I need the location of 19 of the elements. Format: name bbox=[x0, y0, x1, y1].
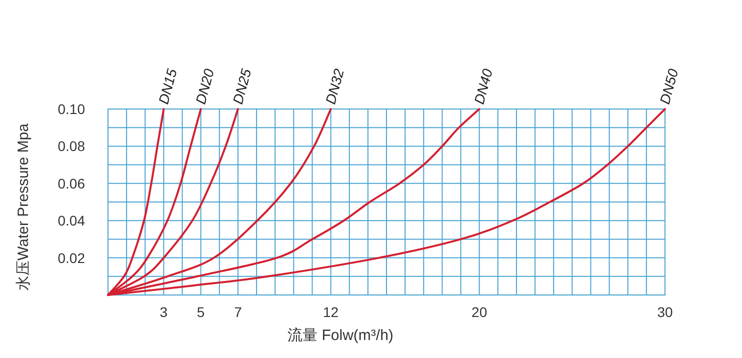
x-tick-label: 12 bbox=[323, 304, 339, 320]
x-axis-title: 流量 Folw(m³/h) bbox=[288, 327, 394, 344]
y-tick-label: 0.06 bbox=[58, 175, 86, 192]
text: DN25 bbox=[229, 66, 254, 106]
y-tick-label: 0.04 bbox=[58, 212, 86, 229]
text: DN20 bbox=[192, 66, 218, 106]
text: DN40 bbox=[470, 66, 496, 106]
y-tick-label: 0.10 bbox=[58, 101, 86, 117]
x-tick-label: 20 bbox=[472, 304, 488, 320]
y-axis-title: 水压Water Pressure Mpa bbox=[15, 122, 32, 290]
y-tick-label: 0.08 bbox=[58, 138, 86, 154]
text: DN15 bbox=[155, 66, 180, 106]
text: DN50 bbox=[656, 66, 682, 106]
x-tick-label: 30 bbox=[657, 304, 673, 320]
x-tick-label: 7 bbox=[234, 304, 242, 320]
text: DN32 bbox=[322, 66, 348, 106]
x-tick-label: 5 bbox=[196, 304, 205, 320]
y-tick-label: 0.02 bbox=[58, 250, 86, 266]
x-tick-label: 3 bbox=[160, 304, 168, 320]
